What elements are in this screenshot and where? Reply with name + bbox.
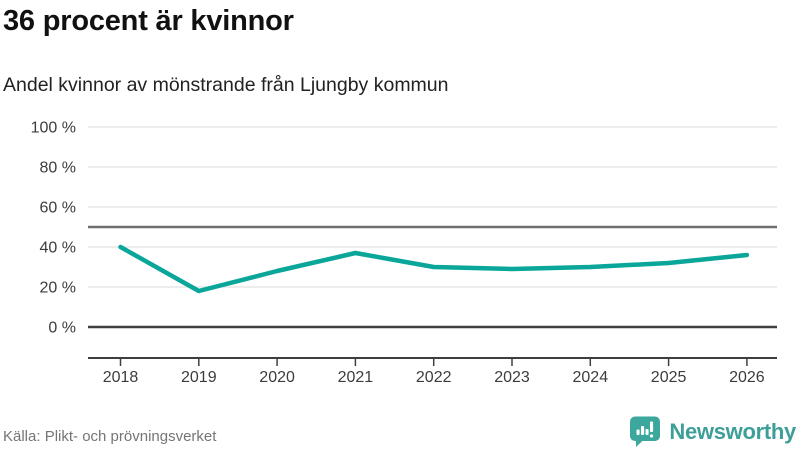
page-title: 36 procent är kvinnor [3,5,294,37]
x-tick-label: 2018 [103,369,139,386]
y-tick-label: 20 % [40,280,76,297]
bar-icon-medium [645,429,650,435]
bubble-tail [636,439,645,447]
newsworthy-logo: Newsworthy [629,415,796,448]
x-tick-label: 2026 [729,369,765,386]
x-tick-label: 2023 [494,369,530,386]
source-text: Källa: Plikt- och prövningsverket [3,428,217,445]
bar-icon-small [636,429,641,435]
y-tick-label: 80 % [40,160,76,177]
bar-icon-tall [641,426,645,435]
x-tick-label: 2021 [338,369,374,386]
exclamation-dot [650,434,654,438]
x-tick-label: 2019 [181,369,217,386]
y-tick-label: 40 % [40,240,76,257]
x-tick-label: 2025 [651,369,687,386]
line-chart: 0 % 20 % 40 % 60 % 80 % 100 % 2018 2019 2020 2021… [31,120,777,386]
y-tick-label: 60 % [40,200,76,217]
x-tick-label: 2024 [573,369,609,386]
x-tick-label: 2020 [259,369,295,386]
x-tick-label: 2022 [416,369,452,386]
chart-subtitle: Andel kvinnor av mönstrande från Ljungby… [3,74,449,96]
exclamation-stem [650,421,654,432]
y-tick-label: 0 % [48,320,76,337]
brand-name: Newsworthy [669,418,796,444]
y-tick-label: 100 % [31,120,76,137]
newsworthy-bubble-icon [630,416,661,447]
data-line [118,244,750,294]
